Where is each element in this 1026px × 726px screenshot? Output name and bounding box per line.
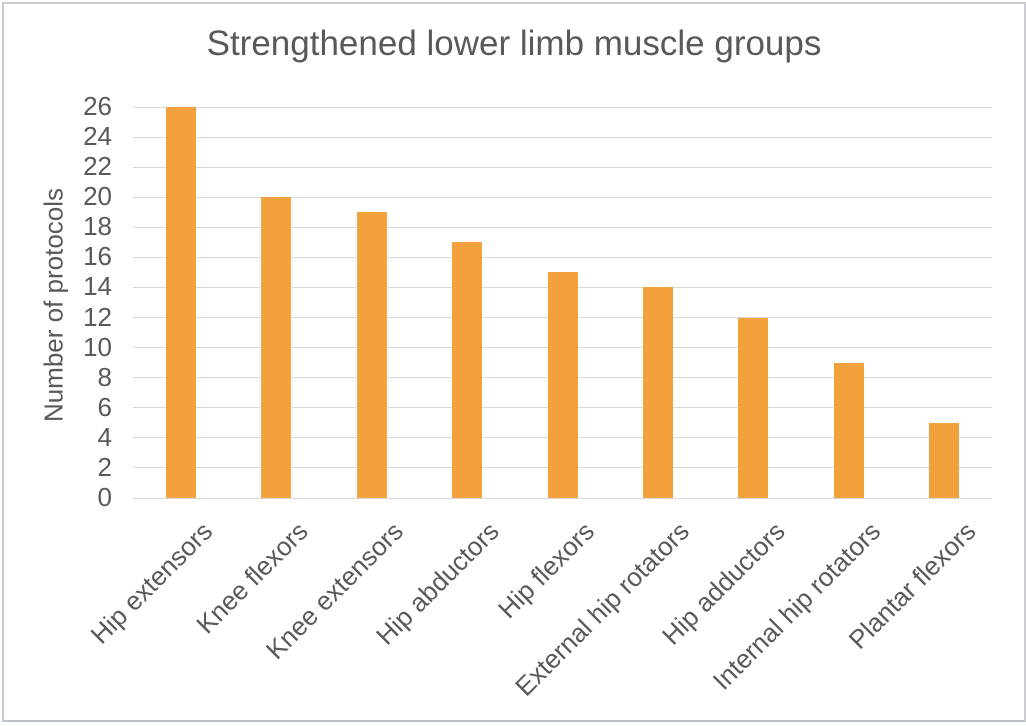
y-tick-label-16: 16 (83, 241, 112, 272)
y-tick-label-8: 8 (97, 361, 112, 392)
bar-external-hip-rotators (642, 287, 673, 498)
gridline-22 (133, 166, 992, 168)
x-category-label-external-hip-rotators: External hip rotators (509, 516, 696, 702)
chart-title: Strengthened lower limb muscle groups (206, 24, 822, 63)
plot-area (133, 106, 992, 499)
y-tick-label-24: 24 (83, 120, 112, 151)
y-tick-label-14: 14 (83, 271, 112, 302)
bar-hip-extensors (165, 107, 196, 498)
y-tick-label-4: 4 (97, 421, 112, 452)
y-tick-label-20: 20 (83, 181, 112, 212)
bar-knee-extensors (356, 212, 387, 498)
bar-hip-flexors (547, 272, 578, 498)
gridline-0 (133, 497, 992, 499)
y-tick-label-10: 10 (83, 331, 112, 362)
y-tick-label-26: 26 (83, 90, 112, 121)
y-axis-title: Number of protocols (38, 187, 69, 423)
y-tick-label-18: 18 (83, 211, 112, 242)
bar-hip-adductors (738, 317, 769, 498)
bar-knee-flexors (261, 197, 292, 498)
bar-plantar-flexors (929, 422, 960, 498)
gridline-18 (133, 226, 992, 228)
gridline-24 (133, 136, 992, 138)
y-tick-label-0: 0 (97, 481, 112, 512)
y-tick-label-22: 22 (83, 151, 112, 182)
y-tick-label-12: 12 (83, 301, 112, 332)
gridline-16 (133, 256, 992, 258)
gridline-26 (133, 106, 992, 108)
x-category-label-internal-hip-rotators: Internal hip rotators (706, 516, 887, 696)
gridline-20 (133, 196, 992, 198)
y-tick-label-6: 6 (97, 391, 112, 422)
bar-hip-abductors (452, 242, 483, 498)
x-category-label-hip-extensors: Hip extensors (84, 516, 218, 650)
bar-internal-hip-rotators (833, 362, 864, 498)
y-tick-label-2: 2 (97, 451, 112, 482)
